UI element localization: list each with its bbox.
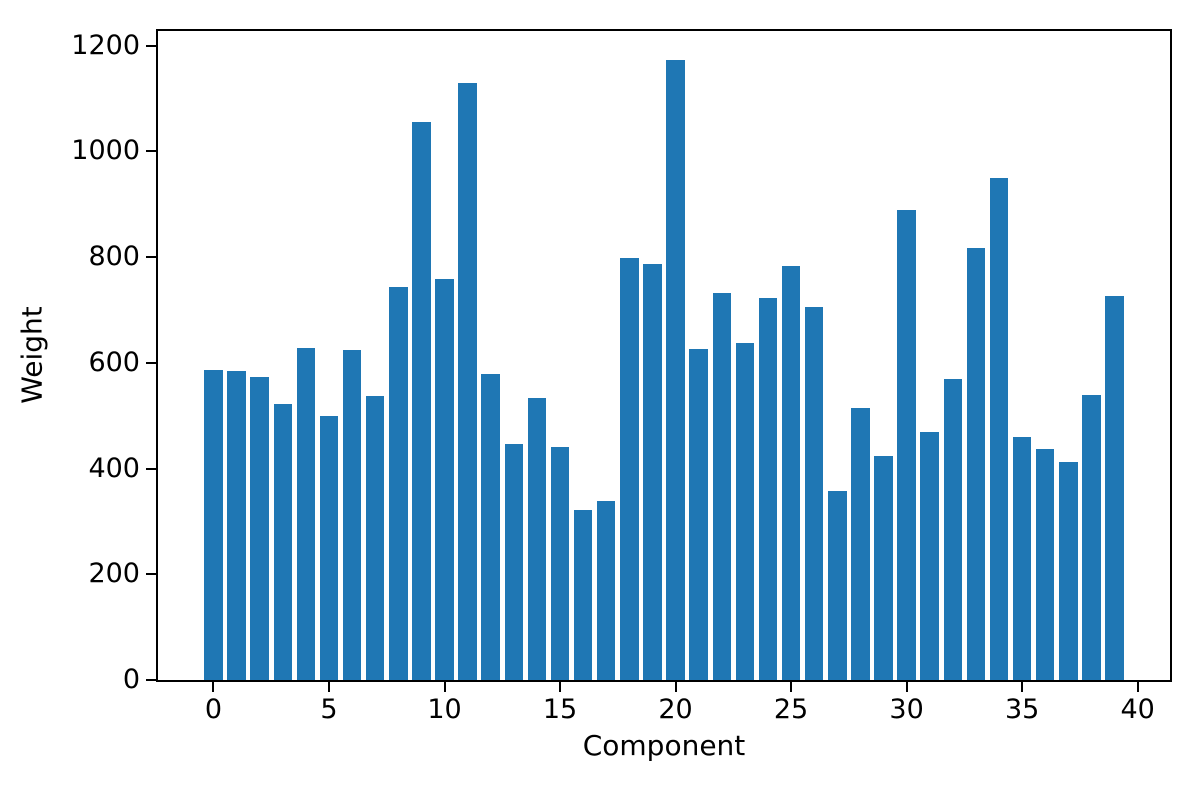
x-tick-30 (905, 682, 908, 692)
bar-16 (573, 510, 593, 680)
bar-8 (389, 287, 408, 680)
bar-7 (365, 395, 385, 680)
x-tick-label-40: 40 (1120, 694, 1155, 725)
y-tick-600 (146, 361, 156, 364)
bar-6 (342, 350, 362, 680)
y-tick-400 (146, 467, 156, 470)
y-tick-1200 (146, 44, 156, 47)
bar-33 (966, 247, 986, 680)
bar-4 (296, 347, 316, 680)
x-tick-40 (1136, 682, 1139, 692)
bar-13 (504, 444, 524, 680)
x-tick-25 (790, 682, 793, 692)
bar-1 (227, 371, 246, 680)
y-axis-label: Weight (15, 306, 49, 404)
x-tick-label-10: 10 (427, 694, 462, 725)
y-tick-label-800: 800 (88, 241, 140, 273)
bar-19 (643, 263, 662, 680)
y-tick-1000 (146, 150, 156, 153)
x-tick-10 (443, 682, 446, 692)
x-tick-label-30: 30 (889, 694, 924, 725)
x-tick-5 (327, 682, 330, 692)
bar-21 (689, 348, 708, 680)
y-tick-label-400: 400 (88, 452, 140, 484)
bar-28 (851, 407, 870, 680)
x-tick-label-0: 0 (204, 694, 223, 725)
bar-32 (943, 378, 963, 680)
bar-17 (596, 500, 616, 680)
x-tick-35 (1021, 682, 1024, 692)
y-tick-0 (146, 679, 156, 681)
bar-10 (435, 278, 454, 680)
bar-20 (666, 59, 685, 680)
bar-11 (458, 82, 477, 680)
bar-0 (204, 370, 223, 680)
y-tick-label-1200: 1200 (71, 29, 140, 61)
x-tick-0 (212, 682, 215, 692)
bar-36 (1035, 449, 1055, 680)
bar-39 (1105, 296, 1124, 680)
bar-24 (758, 298, 778, 680)
bar-34 (989, 177, 1009, 680)
x-tick-label-25: 25 (773, 694, 809, 725)
y-tick-label-1000: 1000 (71, 135, 140, 167)
bar-37 (1059, 461, 1078, 680)
x-axis-label: Component (582, 729, 746, 762)
plot-area (156, 29, 1172, 682)
y-tick-800 (146, 256, 156, 259)
bar-12 (481, 374, 500, 680)
bar-31 (920, 431, 939, 680)
x-tick-label-35: 35 (1004, 694, 1040, 725)
bar-2 (250, 376, 269, 680)
bar-5 (319, 415, 339, 680)
bar-29 (874, 456, 893, 680)
x-tick-15 (559, 682, 562, 692)
bar-23 (735, 342, 755, 680)
bar-27 (828, 491, 847, 680)
x-tick-label-5: 5 (320, 694, 338, 725)
x-tick-label-20: 20 (658, 694, 693, 725)
bar-15 (550, 446, 570, 680)
y-tick-label-600: 600 (88, 346, 140, 378)
x-tick-label-15: 15 (542, 694, 578, 725)
bar-26 (804, 306, 824, 680)
bar-25 (781, 265, 801, 680)
y-tick-label-0: 0 (122, 664, 140, 695)
bar-18 (620, 257, 639, 680)
y-tick-200 (146, 573, 156, 576)
bar-22 (712, 293, 731, 680)
bar-3 (273, 403, 292, 680)
bar-14 (527, 398, 547, 680)
y-tick-label-200: 200 (88, 558, 140, 590)
bar-9 (412, 121, 431, 680)
bar-30 (897, 210, 916, 680)
bar-35 (1012, 437, 1032, 680)
bars-layer (158, 31, 1170, 680)
x-tick-20 (674, 682, 677, 692)
bar-38 (1082, 395, 1101, 680)
